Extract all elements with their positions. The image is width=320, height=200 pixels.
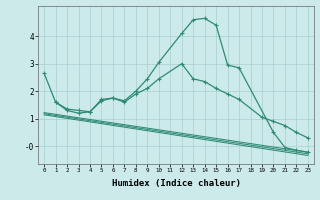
X-axis label: Humidex (Indice chaleur): Humidex (Indice chaleur) — [111, 179, 241, 188]
